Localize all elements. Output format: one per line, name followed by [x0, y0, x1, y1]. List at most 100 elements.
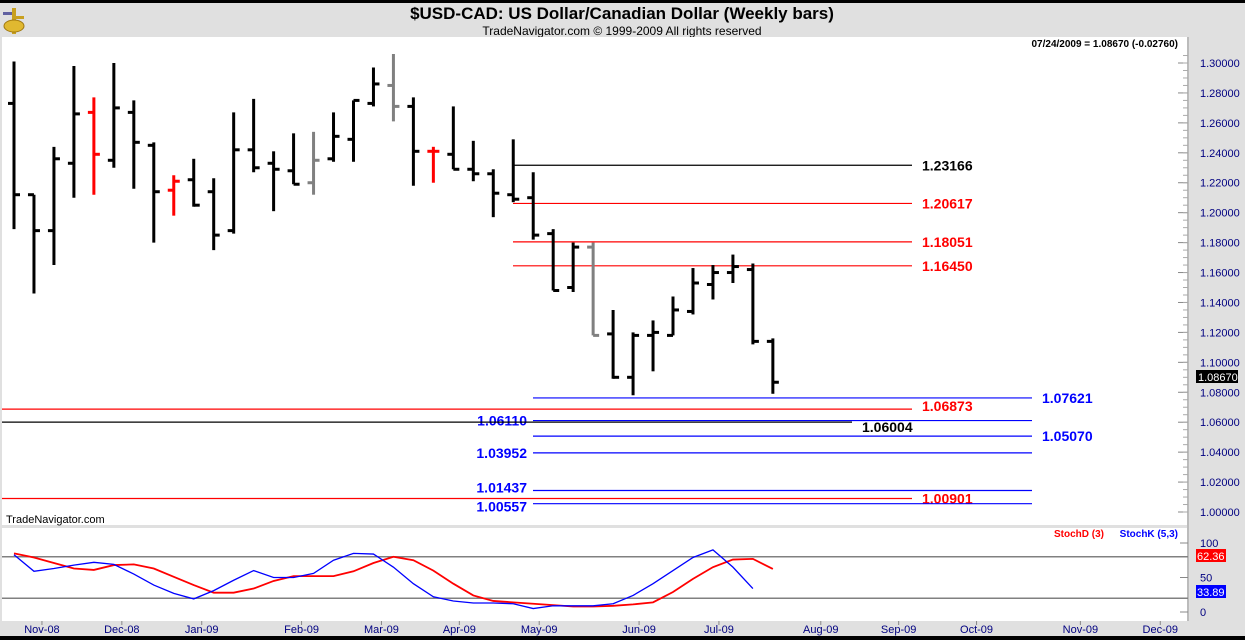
ohlc-bar — [567, 242, 580, 292]
ohlc-bar — [127, 100, 140, 189]
x-tick-label: May-09 — [521, 624, 558, 636]
ohlc-bar — [47, 146, 60, 266]
support-resistance-levels: 1.23166 1.20617 1.18051 1.16450 1.07621 1.068… — [2, 157, 1093, 515]
stochd-value-label: 62.36 — [1197, 551, 1225, 563]
ohlc-bar — [667, 296, 680, 337]
level-label: 1.06110 — [477, 413, 527, 429]
time-axis: Nov-08 Dec-08 Jan-09 Feb-09 Mar-09 Apr-09 May-… — [24, 621, 1178, 636]
ohlc-bar — [327, 112, 340, 162]
ohlc-bar — [167, 175, 180, 216]
x-tick-label: Sep-09 — [881, 624, 916, 636]
ind-tick-label: 100 — [1200, 538, 1218, 550]
level-label: 1.07621 — [1042, 390, 1093, 406]
ohlc-bar — [647, 320, 660, 372]
stochd-value-tag — [1196, 549, 1226, 562]
last-price-label: 1.08670 — [1198, 372, 1238, 384]
level-label: 1.16450 — [922, 258, 973, 274]
x-tick-label: Oct-09 — [960, 624, 993, 636]
ohlc-bar — [287, 133, 300, 186]
ohlc-bar — [407, 97, 420, 186]
ohlc-bar — [527, 172, 540, 240]
ohlc-bar — [487, 169, 500, 218]
ohlc-bar — [107, 63, 120, 168]
ohlc-bar — [746, 263, 759, 345]
y-tick-label: 1.26000 — [1200, 118, 1240, 130]
level-label: 1.23166 — [922, 157, 973, 173]
stochk-value-label: 33.89 — [1197, 587, 1225, 599]
price-axis: 1.30000 1.28000 1.26000 1.24000 1.22000 1.200… — [1178, 55, 1240, 519]
level-label: 1.05070 — [1042, 428, 1093, 444]
ohlc-bar — [207, 178, 220, 251]
ohlc-bar — [67, 65, 80, 198]
y-tick-label: 1.16000 — [1200, 268, 1240, 280]
ind-tick-label: 50 — [1200, 573, 1212, 585]
ohlc-bar — [8, 61, 20, 230]
ohlc-bar — [227, 112, 240, 234]
stochastic-indicator: 100 50 0 — [2, 538, 1218, 619]
top-border — [0, 0, 1245, 3]
level-label: 1.06873 — [922, 398, 973, 414]
ohlc-bar — [347, 98, 360, 162]
x-tick-label: Jul-09 — [704, 624, 734, 636]
price-bars — [8, 54, 779, 396]
ohlc-bar — [607, 309, 620, 379]
ohlc-bar — [627, 332, 640, 396]
y-tick-label: 1.20000 — [1200, 208, 1240, 220]
series-stochk-line — [13, 549, 754, 610]
x-tick-label: Nov-08 — [24, 624, 59, 636]
ohlc-bar — [447, 106, 460, 171]
ohlc-bar — [27, 193, 40, 294]
ohlc-bar — [547, 229, 560, 292]
y-tick-label: 1.24000 — [1200, 148, 1240, 160]
y-tick-label: 1.22000 — [1200, 178, 1240, 190]
y-tick-label: 1.02000 — [1200, 477, 1240, 489]
y-tick-label: 1.08000 — [1200, 387, 1240, 399]
price-readout: 07/24/2009 = 1.08670 (-0.02760) — [1031, 39, 1178, 50]
legend-stochk: StochK (5,3) — [1120, 529, 1178, 540]
x-tick-label: Apr-09 — [443, 624, 476, 636]
level-label: 1.01437 — [476, 480, 527, 496]
y-tick-label: 1.04000 — [1200, 447, 1240, 459]
ohlc-bar — [187, 158, 200, 207]
x-tick-label: Aug-09 — [803, 624, 838, 636]
price-panel — [2, 37, 1188, 525]
level-label: 1.18051 — [922, 234, 973, 250]
x-tick-label: Jan-09 — [185, 624, 219, 636]
ohlc-bar — [766, 338, 779, 394]
level-label: 1.03952 — [476, 445, 527, 461]
series-stochd-line — [13, 552, 774, 608]
bottom-border — [0, 636, 1245, 640]
ind-tick-label: 0 — [1200, 607, 1206, 619]
y-tick-label: 1.06000 — [1200, 417, 1240, 429]
last-price-tag — [1196, 370, 1238, 383]
ohlc-bar — [686, 268, 699, 315]
y-tick-label: 1.30000 — [1200, 58, 1240, 70]
ohlc-bar — [267, 151, 280, 212]
y-tick-label: 1.18000 — [1200, 238, 1240, 250]
level-label: 1.20617 — [922, 195, 973, 211]
x-tick-label: Feb-09 — [284, 624, 319, 636]
y-tick-label: 1.10000 — [1200, 357, 1240, 369]
x-tick-label: Dec-09 — [1143, 624, 1178, 636]
level-label: 1.00901 — [922, 491, 973, 507]
ohlc-bar — [427, 146, 440, 183]
x-tick-label: Nov-09 — [1063, 624, 1098, 636]
ohlc-bar — [387, 54, 400, 122]
y-tick-label: 1.12000 — [1200, 327, 1240, 339]
watermark-text: TradeNavigator.com — [6, 514, 105, 526]
y-tick-label: 1.28000 — [1200, 88, 1240, 100]
chart-title: $USD-CAD: US Dollar/Canadian Dollar (Wee… — [410, 4, 834, 23]
ohlc-bar — [706, 265, 719, 300]
trade-navigator-logo-icon — [3, 8, 25, 34]
legend-stochd: StochD (3) — [1054, 529, 1104, 540]
ohlc-bar — [507, 139, 520, 203]
ohlc-bar — [726, 254, 739, 284]
x-tick-label: Dec-08 — [104, 624, 139, 636]
chart-subtitle: TradeNavigator.com © 1999-2009 All right… — [482, 24, 761, 38]
ohlc-bar — [147, 142, 160, 243]
ohlc-bar — [587, 242, 600, 337]
x-tick-label: Mar-09 — [364, 624, 399, 636]
ohlc-bar — [87, 97, 100, 195]
level-label: 1.00557 — [476, 499, 527, 515]
